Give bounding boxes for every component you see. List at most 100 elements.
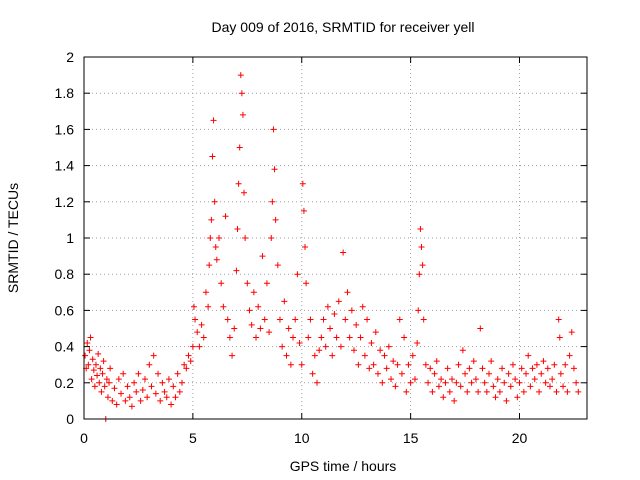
data-point (527, 383, 534, 390)
data-point (259, 253, 266, 260)
data-point (503, 397, 510, 404)
data-point (268, 235, 275, 241)
data-point (514, 394, 521, 401)
data-point (570, 365, 577, 372)
data-point (435, 383, 442, 390)
data-point (163, 394, 170, 401)
data-point (499, 365, 506, 372)
ticks-layer: 00.20.40.60.811.21.41.61.820 5 10 15 20 (55, 49, 587, 446)
data-point (299, 180, 306, 187)
data-point (216, 235, 223, 241)
data-point (353, 321, 360, 328)
data-point (239, 111, 246, 118)
data-point (87, 334, 94, 341)
data-point (342, 316, 349, 323)
data-point (486, 370, 493, 377)
data-point (516, 379, 523, 386)
data-point (157, 397, 164, 404)
data-point (181, 361, 188, 368)
data-point (316, 347, 323, 354)
data-point (242, 235, 249, 241)
data-point (388, 376, 395, 383)
data-point (496, 388, 503, 395)
data-point (425, 379, 432, 386)
data-point (210, 117, 217, 124)
data-point (84, 339, 91, 346)
x-tick-label: 15 (403, 430, 419, 446)
data-point (131, 379, 138, 386)
data-point (331, 311, 338, 318)
data-point (466, 365, 473, 372)
data-point (213, 256, 220, 263)
x-tick-label: 5 (189, 430, 197, 446)
data-point (155, 370, 162, 377)
data-point (176, 388, 183, 395)
data-point (298, 361, 305, 368)
data-point (224, 316, 231, 323)
data-point (394, 361, 401, 368)
data-point (97, 365, 104, 372)
data-point (148, 383, 155, 390)
data-point (294, 271, 301, 278)
y-tick-label: 0.6 (55, 302, 75, 318)
y-tick-label: 0.8 (55, 266, 75, 282)
data-point (113, 401, 120, 408)
data-point (276, 316, 283, 323)
data-point (448, 376, 455, 383)
data-point (533, 361, 540, 368)
data-point (479, 365, 486, 372)
data-point (263, 280, 270, 287)
data-point (416, 271, 423, 278)
data-point (337, 343, 344, 350)
y-axis-label: SRMTID / TECUs (5, 183, 21, 293)
data-point (357, 334, 364, 341)
data-point (272, 216, 279, 223)
data-point (311, 352, 318, 359)
data-point (438, 376, 445, 383)
data-point (124, 383, 131, 390)
data-point (420, 316, 427, 323)
data-point (575, 388, 582, 395)
data-point (433, 358, 440, 365)
y-tick-label: 2 (66, 49, 74, 65)
grid-layer (84, 57, 587, 419)
data-point (488, 358, 495, 365)
data-point (361, 352, 368, 359)
x-tick-label: 0 (80, 430, 88, 446)
data-point (520, 388, 527, 395)
data-point (383, 365, 390, 372)
data-point (414, 339, 421, 346)
data-point (88, 376, 95, 383)
data-point (250, 289, 257, 296)
data-point (542, 379, 549, 386)
data-point (455, 361, 462, 368)
data-point (82, 352, 89, 359)
data-point (538, 370, 545, 377)
data-point (303, 280, 310, 287)
data-point (555, 316, 562, 323)
data-point (85, 361, 92, 368)
data-point (183, 365, 190, 372)
data-point (137, 397, 144, 404)
data-point (246, 307, 253, 314)
data-point (451, 397, 458, 404)
data-point (109, 397, 116, 404)
data-point (236, 144, 243, 151)
data-point (178, 379, 185, 386)
data-point (305, 334, 312, 341)
data-point (368, 339, 375, 346)
data-point (407, 379, 414, 386)
data-point (573, 379, 580, 386)
data-point (335, 298, 342, 305)
data-point (139, 387, 146, 394)
data-point (206, 262, 213, 269)
data-point (107, 365, 114, 372)
data-point (189, 343, 196, 350)
data-point (94, 372, 101, 379)
data-point (95, 350, 102, 357)
data-point (348, 307, 355, 314)
data-point (296, 339, 303, 346)
data-point (523, 370, 530, 377)
data-point (111, 385, 118, 392)
